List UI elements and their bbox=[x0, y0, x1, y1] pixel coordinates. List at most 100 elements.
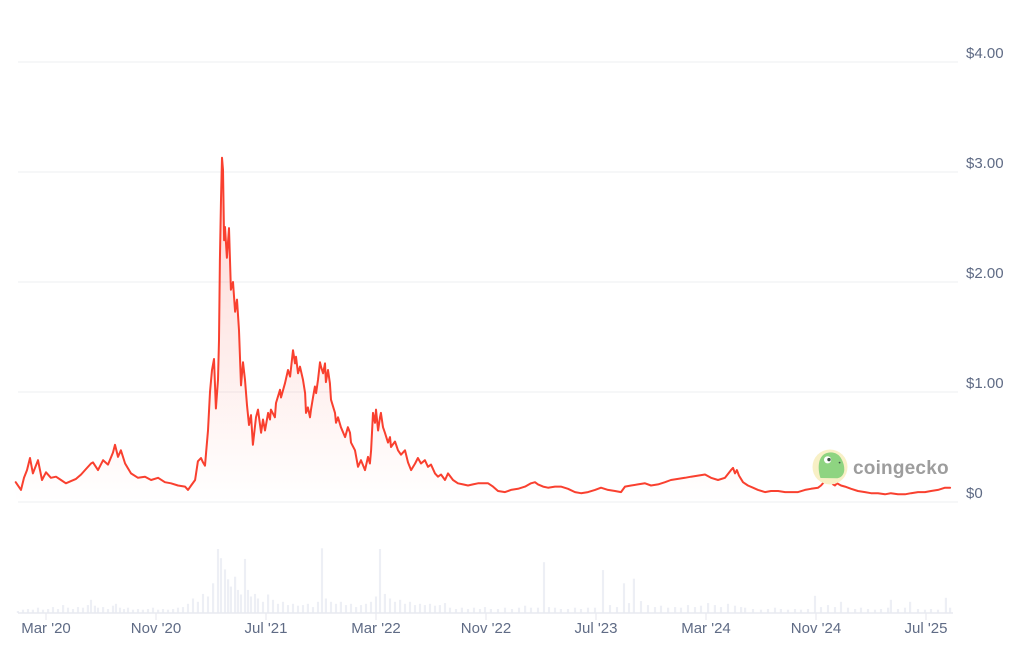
volume-bar bbox=[766, 609, 770, 613]
x-axis-tick-label: Jul '23 bbox=[575, 620, 618, 637]
volume-bar bbox=[646, 605, 650, 613]
volume-bar bbox=[403, 603, 407, 613]
volume-bar bbox=[51, 607, 55, 613]
volume-bar bbox=[536, 607, 540, 613]
volume-bar bbox=[301, 605, 305, 613]
volume-bar bbox=[726, 603, 730, 613]
volume-bar bbox=[31, 609, 34, 613]
volume-bar bbox=[267, 594, 270, 613]
volume-bar bbox=[296, 605, 300, 613]
volume-bar bbox=[186, 603, 190, 613]
volume-bars bbox=[16, 548, 952, 613]
volume-bar bbox=[448, 607, 452, 613]
volume-bar bbox=[819, 607, 823, 613]
volume-bar bbox=[529, 607, 533, 613]
volume-bar bbox=[686, 605, 690, 613]
volume-bar bbox=[866, 609, 870, 613]
volume-bar bbox=[466, 609, 470, 613]
volume-bar bbox=[227, 579, 230, 613]
volume-bar bbox=[122, 609, 126, 613]
volume-bar bbox=[653, 607, 657, 613]
volume-bar bbox=[846, 607, 850, 613]
volume-bar bbox=[699, 605, 703, 613]
volume-bar bbox=[41, 609, 45, 613]
volume-bar bbox=[903, 607, 907, 613]
volume-bar bbox=[102, 607, 105, 613]
volume-bar bbox=[601, 570, 605, 613]
y-axis-tick-label: $3.00 bbox=[966, 155, 1004, 172]
volume-bar bbox=[547, 607, 551, 613]
volume-bar bbox=[86, 605, 89, 613]
volume-bar bbox=[826, 605, 830, 613]
volume-bar bbox=[320, 548, 324, 613]
volume-bar bbox=[355, 607, 358, 613]
volume-bar bbox=[489, 609, 492, 613]
volume-bar bbox=[428, 603, 432, 613]
volume-bar bbox=[374, 596, 378, 613]
volume-bar bbox=[106, 609, 110, 613]
volume-bar bbox=[239, 594, 243, 613]
volume-bar bbox=[316, 601, 320, 613]
volume-bar bbox=[542, 562, 546, 613]
volume-bar bbox=[889, 599, 892, 613]
volume-bar bbox=[923, 609, 927, 613]
volume-bar bbox=[909, 601, 912, 613]
volume-bar bbox=[751, 609, 755, 613]
volume-bar bbox=[936, 609, 940, 613]
volume-bar bbox=[21, 609, 25, 613]
volume-bar bbox=[126, 607, 130, 613]
volume-bar bbox=[157, 609, 160, 613]
volume-bar bbox=[608, 605, 612, 613]
x-axis-labels: Mar '20 Nov '20 Jul '21 Mar '22 Nov '22 Jul '… bbox=[21, 620, 947, 637]
volume-bar bbox=[573, 607, 577, 613]
volume-bar bbox=[36, 607, 40, 613]
volume-bar bbox=[364, 603, 368, 613]
volume-bar bbox=[399, 599, 402, 613]
x-axis-tick-label: Nov '22 bbox=[461, 620, 511, 637]
volume-bar bbox=[172, 609, 175, 613]
volume-bar bbox=[632, 578, 635, 613]
volume-bar bbox=[369, 601, 373, 613]
volume-bar bbox=[579, 609, 583, 613]
volume-bar bbox=[693, 607, 697, 613]
volume-bar bbox=[799, 609, 803, 613]
volume-bar bbox=[793, 609, 797, 613]
volume-bar bbox=[813, 595, 817, 613]
volume-bar bbox=[779, 609, 782, 613]
gecko-nostril-icon bbox=[838, 461, 841, 464]
x-axis-tick-label: Mar '24 bbox=[681, 620, 731, 637]
volume-bar bbox=[243, 558, 247, 613]
volume-bar bbox=[324, 598, 327, 613]
volume-bar bbox=[408, 601, 412, 613]
volume-bar bbox=[559, 609, 562, 613]
volume-bar bbox=[93, 605, 96, 613]
volume-bar bbox=[161, 609, 165, 613]
price-area bbox=[15, 157, 951, 502]
volume-bar bbox=[744, 607, 747, 613]
volume-bar bbox=[206, 596, 210, 613]
volume-bar bbox=[586, 607, 590, 613]
volume-bar bbox=[879, 609, 883, 613]
x-axis-tick-label: Nov '24 bbox=[791, 620, 841, 637]
volume-bar bbox=[261, 601, 265, 613]
volume-bar bbox=[76, 607, 80, 613]
volume-bar bbox=[47, 609, 50, 613]
volume-bar bbox=[733, 605, 737, 613]
volume-bar bbox=[276, 603, 280, 613]
volume-bar bbox=[719, 607, 723, 613]
volume-bar bbox=[773, 607, 777, 613]
volume-bar bbox=[393, 601, 397, 613]
volume-bar bbox=[510, 609, 514, 613]
volume-bar bbox=[136, 609, 140, 613]
volume-bar bbox=[483, 607, 487, 613]
volume-bar bbox=[944, 597, 947, 613]
volume-bar bbox=[460, 607, 463, 613]
volume-bar bbox=[627, 603, 631, 613]
volume-bar bbox=[271, 599, 275, 613]
volume-bar bbox=[622, 583, 626, 613]
volume-bar bbox=[191, 598, 195, 613]
volume-bar bbox=[503, 607, 507, 613]
volume-bar bbox=[438, 605, 441, 613]
